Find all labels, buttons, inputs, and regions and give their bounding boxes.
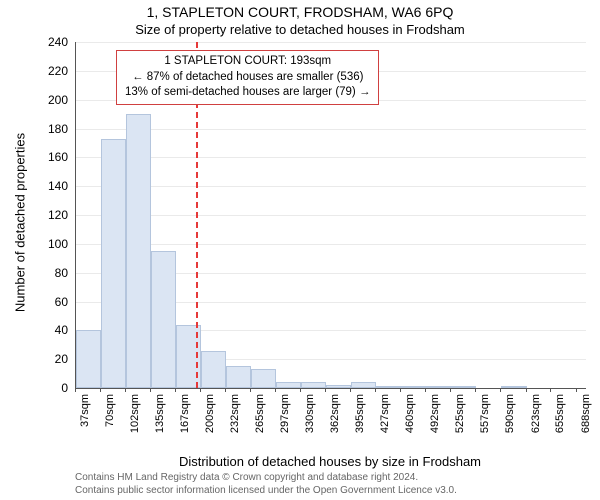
gridline <box>76 157 586 158</box>
x-tick-label: 37sqm <box>79 394 91 427</box>
y-tick-label: 60 <box>55 295 68 309</box>
x-tick-label: 427sqm <box>379 394 391 433</box>
histogram-bar <box>276 382 301 388</box>
x-tick-mark <box>325 388 326 392</box>
chart-subtitle: Size of property relative to detached ho… <box>0 22 600 37</box>
y-tick-label: 20 <box>55 352 68 366</box>
histogram-bar <box>451 386 476 388</box>
x-tick-mark <box>526 388 527 392</box>
x-tick-label: 70sqm <box>104 394 116 427</box>
x-axis-label: Distribution of detached houses by size … <box>75 454 585 469</box>
x-tick-label: 135sqm <box>154 394 166 433</box>
x-tick-mark <box>300 388 301 392</box>
histogram-bar <box>301 382 326 388</box>
x-tick-label: 330sqm <box>304 394 316 433</box>
y-tick-label: 180 <box>48 122 68 136</box>
chart-container: 1, STAPLETON COURT, FRODSHAM, WA6 6PQ Si… <box>0 0 600 500</box>
y-tick-label: 80 <box>55 266 68 280</box>
x-tick-label: 460sqm <box>404 394 416 433</box>
x-tick-label: 395sqm <box>354 394 366 433</box>
footnote-line: Contains public sector information licen… <box>75 485 457 498</box>
histogram-bar <box>251 369 276 388</box>
data-attribution: Contains HM Land Registry data © Crown c… <box>75 472 457 497</box>
x-tick-mark <box>375 388 376 392</box>
x-axis-ticks: 37sqm 70sqm 102sqm 135sqm 167sqm 200sqm 232sqm… <box>75 394 585 454</box>
y-axis-ticks: 020406080100120140160180200220240 <box>0 42 72 388</box>
histogram-bar <box>101 139 126 388</box>
address-title: 1, STAPLETON COURT, FRODSHAM, WA6 6PQ <box>0 4 600 20</box>
y-tick-label: 120 <box>48 208 68 222</box>
histogram-bar <box>501 386 526 388</box>
info-line-smaller: ← 87% of detached houses are smaller (53… <box>125 70 370 86</box>
gridline <box>76 186 586 187</box>
x-tick-label: 525sqm <box>454 394 466 433</box>
x-tick-label: 265sqm <box>254 394 266 433</box>
x-tick-label: 200sqm <box>204 394 216 433</box>
x-tick-mark <box>550 388 551 392</box>
y-tick-label: 160 <box>48 150 68 164</box>
x-tick-label: 167sqm <box>179 394 191 433</box>
histogram-bar <box>401 386 426 388</box>
x-tick-mark <box>576 388 577 392</box>
x-tick-mark <box>100 388 101 392</box>
x-tick-mark <box>175 388 176 392</box>
y-tick-label: 220 <box>48 64 68 78</box>
gridline <box>76 129 586 130</box>
histogram-bar <box>426 386 451 388</box>
plot-area: 1 STAPLETON COURT: 193sqm ← 87% of detac… <box>75 42 586 389</box>
gridline <box>76 244 586 245</box>
marker-info-box: 1 STAPLETON COURT: 193sqm ← 87% of detac… <box>116 50 379 105</box>
gridline <box>76 215 586 216</box>
y-tick-label: 240 <box>48 35 68 49</box>
histogram-bar <box>326 385 351 388</box>
info-line-larger: 13% of semi-detached houses are larger (… <box>125 85 370 101</box>
x-tick-mark <box>125 388 126 392</box>
histogram-bar <box>351 382 376 388</box>
histogram-bar <box>126 114 151 388</box>
x-tick-mark <box>75 388 76 392</box>
y-tick-label: 140 <box>48 179 68 193</box>
x-tick-mark <box>250 388 251 392</box>
x-tick-label: 688sqm <box>580 394 592 433</box>
x-tick-label: 623sqm <box>530 394 542 433</box>
gridline <box>76 42 586 43</box>
x-tick-mark <box>350 388 351 392</box>
x-tick-label: 102sqm <box>129 394 141 433</box>
x-tick-mark <box>225 388 226 392</box>
x-tick-label: 232sqm <box>229 394 241 433</box>
histogram-bar <box>226 366 251 388</box>
footnote-line: Contains HM Land Registry data © Crown c… <box>75 472 457 485</box>
y-tick-label: 200 <box>48 93 68 107</box>
x-tick-label: 590sqm <box>504 394 516 433</box>
histogram-bar <box>76 330 101 388</box>
x-tick-mark <box>400 388 401 392</box>
x-tick-label: 362sqm <box>329 394 341 433</box>
histogram-bar <box>151 251 176 388</box>
info-line-title: 1 STAPLETON COURT: 193sqm <box>125 54 370 70</box>
y-tick-label: 100 <box>48 237 68 251</box>
histogram-bar <box>376 386 401 388</box>
x-tick-mark <box>500 388 501 392</box>
x-tick-mark <box>200 388 201 392</box>
y-tick-label: 0 <box>61 381 68 395</box>
x-tick-mark <box>450 388 451 392</box>
x-tick-label: 557sqm <box>479 394 491 433</box>
x-tick-mark <box>475 388 476 392</box>
x-tick-mark <box>150 388 151 392</box>
x-tick-mark <box>275 388 276 392</box>
x-tick-label: 492sqm <box>429 394 441 433</box>
x-tick-label: 297sqm <box>279 394 291 433</box>
x-tick-mark <box>425 388 426 392</box>
y-tick-label: 40 <box>55 323 68 337</box>
histogram-bar <box>201 351 226 388</box>
x-tick-label: 655sqm <box>554 394 566 433</box>
